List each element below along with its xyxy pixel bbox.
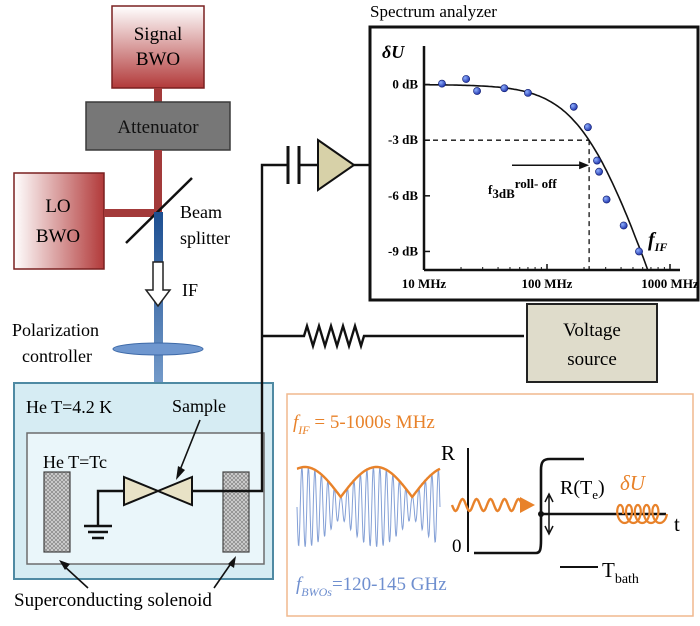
data-point [635, 247, 643, 256]
signal-bwo-label-1: Signal [134, 24, 183, 45]
y-axis-label: δU [382, 42, 405, 62]
beam-red-mid [154, 150, 162, 213]
beam-splitter-label-1: Beam [180, 202, 222, 222]
solenoid-arrow-left-head [59, 560, 70, 570]
x-axis-label: fIF [648, 229, 667, 254]
if-label: IF [182, 280, 198, 300]
y-tick-label: 0 dB [392, 77, 418, 92]
data-point [569, 102, 578, 111]
voltage-source-box [526, 303, 658, 383]
spectrum-analyzer-frame [368, 25, 700, 302]
ground-wire [84, 489, 124, 540]
data-point [500, 84, 509, 93]
operating-point [538, 511, 544, 517]
data-point [593, 156, 601, 165]
fit-curve [424, 83, 649, 270]
r-axis-label: R [441, 441, 455, 465]
polarization-label-1: Polarization [12, 320, 99, 340]
solenoid-arrow-right-head [228, 556, 236, 568]
voltage-source-label-2: source [567, 349, 617, 370]
beam-blue [154, 212, 163, 470]
sample-arrow-head [176, 466, 185, 480]
if-input-wave [450, 497, 535, 513]
data-point [619, 221, 628, 230]
du-coil-path [616, 503, 669, 525]
zero-label: 0 [452, 536, 462, 557]
data-point [595, 167, 603, 176]
rolloff-annotation: f3dBroll- off [488, 176, 557, 201]
signal-bwo-label-2: BWO [136, 49, 180, 70]
y-tick-label: -9 dB [388, 243, 418, 258]
du-label: δU [620, 471, 647, 495]
voltage-source-label-1: Voltage [563, 320, 621, 341]
mixing-waveform [296, 465, 441, 547]
t-axis-label: t [674, 512, 680, 536]
x-tick-label: 1000 MHz [641, 276, 699, 291]
beam-splitter-label-2: splitter [180, 228, 230, 248]
data-point [438, 79, 446, 88]
beam-splitter-mirror [125, 177, 193, 244]
x-tick-label: 100 MHz [522, 276, 573, 291]
data-point [583, 123, 592, 132]
attenuator-label: Attenuator [117, 117, 199, 138]
lo-bwo-label-1: LO [45, 196, 70, 217]
amplifier-icon [317, 138, 356, 192]
lo-bwo-label-2: BWO [36, 226, 80, 247]
rolloff-arrow-head [579, 161, 590, 170]
swing-arrow [544, 492, 554, 536]
solenoid-label: Superconducting solenoid [14, 590, 212, 611]
y-tick-label: -3 dB [388, 132, 418, 147]
f-if-label: fIF = 5-1000s MHz [293, 412, 435, 437]
transition-curve [474, 457, 584, 555]
signal-wire-sample [192, 163, 287, 493]
solenoid-left [43, 471, 71, 553]
solenoid-arrow-right [213, 561, 233, 589]
if-wave-line [450, 497, 524, 513]
if-arrow-icon [144, 261, 172, 308]
f-bwo-label: fBWOs=120-145 GHz [296, 574, 447, 599]
polarization-label-2: controller [22, 346, 92, 366]
carrier-wave [296, 465, 441, 547]
sample-arrow [179, 419, 201, 471]
lo-bwo-box [13, 172, 105, 270]
spectrum-analyzer-title: Spectrum analyzer [370, 2, 497, 21]
x-tick-label: 10 MHz [402, 276, 447, 291]
if-wave-arrow-head [520, 497, 535, 513]
tbath-label: Tbath [602, 558, 639, 587]
signal-bwo-box [111, 5, 205, 89]
solenoid-right [222, 471, 250, 553]
beam-red-lo [104, 209, 158, 217]
r-te-label: R(Te) [560, 477, 605, 502]
y-tick-label: -6 dB [388, 188, 418, 203]
if-envelope [296, 465, 441, 499]
sample-label: Sample [172, 396, 226, 416]
data-point [462, 75, 471, 83]
polarization-disk [112, 342, 204, 356]
data-point [524, 88, 532, 97]
data-point [602, 195, 611, 204]
data-point [473, 87, 481, 95]
inset-frame [286, 393, 694, 617]
du-oscillation [616, 503, 669, 525]
attenuator-box [85, 101, 231, 151]
beam-red-top [154, 88, 162, 102]
he-inner-label: He T=Tc [43, 452, 107, 472]
solenoid-arrow-left [63, 565, 89, 589]
rolloff-chart: 0 dB -3 dB -6 dB -9 dB 10 MHz 100 MHz 1000 MHz… [382, 42, 699, 291]
he-outer-label: He T=4.2 K [26, 397, 112, 417]
bias-wire [262, 321, 524, 351]
